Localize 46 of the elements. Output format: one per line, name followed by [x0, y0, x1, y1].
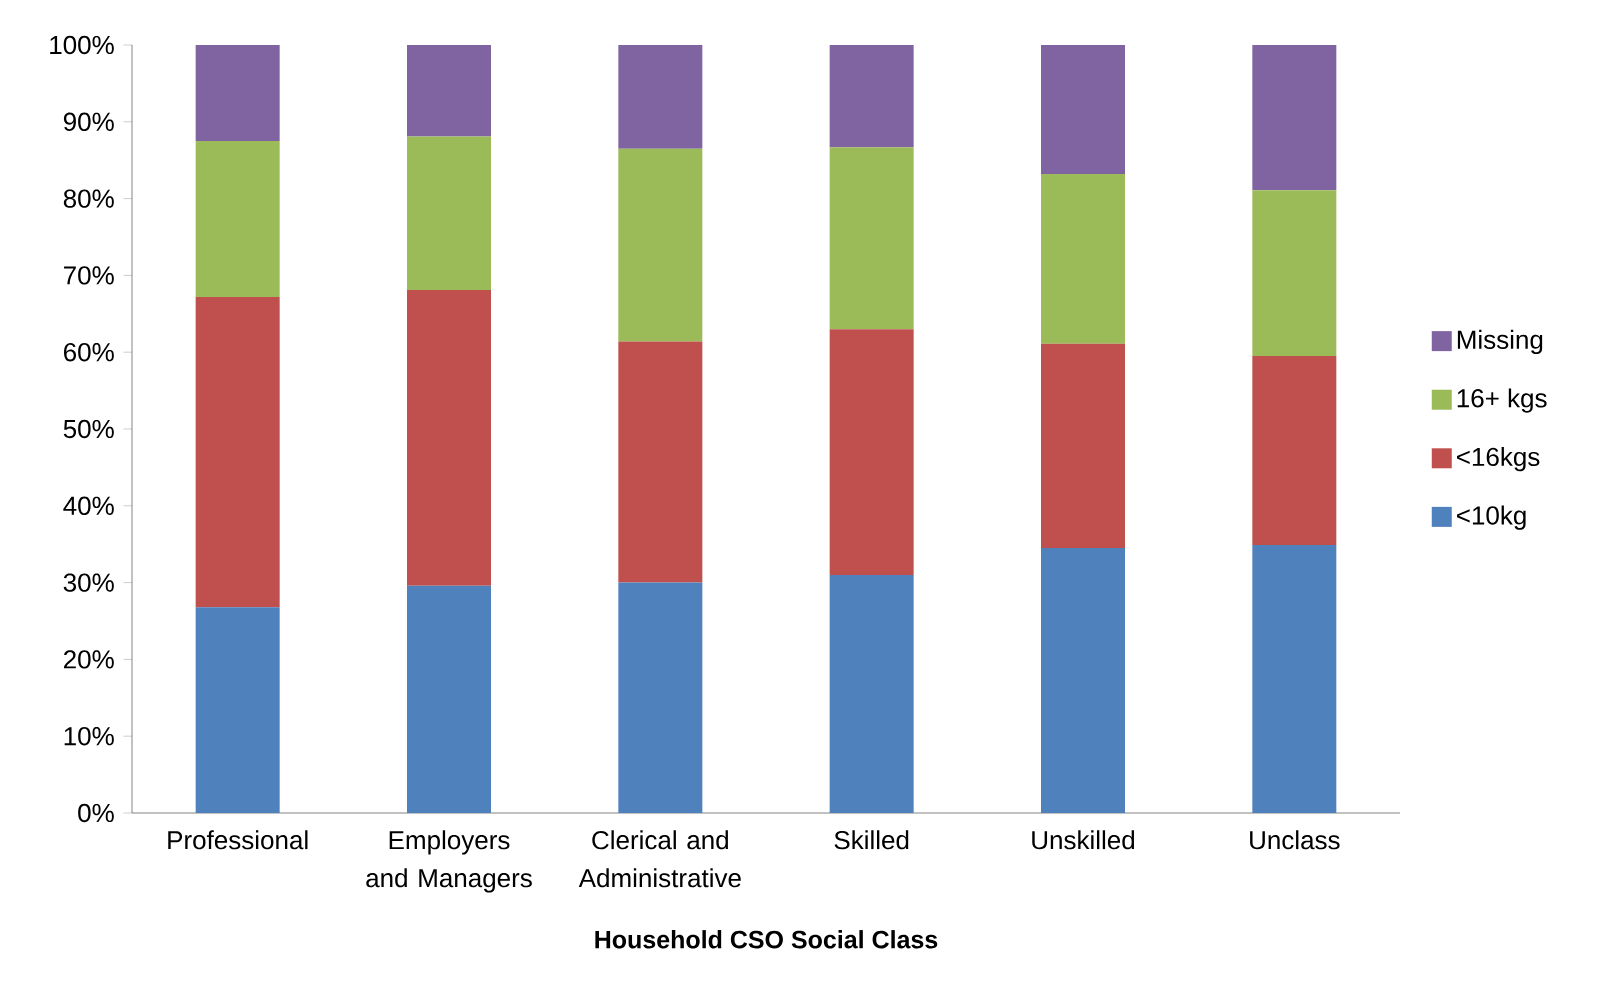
bar: [618, 45, 703, 149]
bar: [195, 45, 280, 141]
y-tick-label: 30%: [63, 573, 114, 592]
y-tick-label: 80%: [63, 189, 114, 208]
x-tick-label: Clerical and Administrative: [578, 830, 741, 888]
y-tick-label: 60%: [64, 342, 114, 362]
bar: [1041, 548, 1125, 813]
y-tick-label: 100%: [50, 35, 114, 55]
x-tick-label: Professional: [168, 830, 308, 850]
bar: [829, 574, 914, 813]
y-tick-label: 20%: [64, 650, 114, 669]
bar: [195, 607, 280, 813]
bar: [1252, 190, 1337, 357]
bar: [407, 136, 492, 290]
legend-label: <10kg: [1457, 505, 1526, 530]
bar: [829, 147, 914, 330]
bar: [1041, 343, 1125, 549]
bar: [407, 289, 492, 586]
legend-label: <16kgs: [1457, 446, 1540, 472]
legend-label: 16+ kgs: [1457, 388, 1547, 413]
bar: [195, 296, 280, 608]
y-tick-label: 50%: [63, 419, 114, 439]
y-tick-label: 10%: [64, 726, 114, 746]
x-tick-label: Unclass: [1250, 830, 1340, 850]
bar: [829, 45, 914, 148]
x-axis-title: Household CSO Social Class: [595, 930, 938, 949]
bar: [1041, 45, 1125, 175]
bar: [1252, 544, 1337, 813]
bar: [195, 140, 280, 297]
y-tick-label: 0%: [78, 803, 114, 823]
bar: [1041, 174, 1125, 344]
bar: [829, 329, 914, 575]
bar: [618, 341, 703, 583]
x-tick-label: Skilled: [834, 830, 909, 850]
bar: [1252, 356, 1337, 545]
y-tick-label: 90%: [63, 112, 114, 131]
x-tick-label: Unskilled: [1032, 830, 1135, 850]
x-tick-label: Employers and Managers: [366, 830, 532, 893]
bar: [618, 582, 703, 813]
bar: [618, 148, 703, 342]
bar: [407, 585, 492, 813]
bar: [1252, 45, 1337, 191]
bar: [407, 45, 492, 137]
y-tick-label: 70%: [64, 266, 114, 285]
y-tick-label: 40%: [63, 496, 114, 515]
legend-label: Missing: [1457, 329, 1543, 355]
